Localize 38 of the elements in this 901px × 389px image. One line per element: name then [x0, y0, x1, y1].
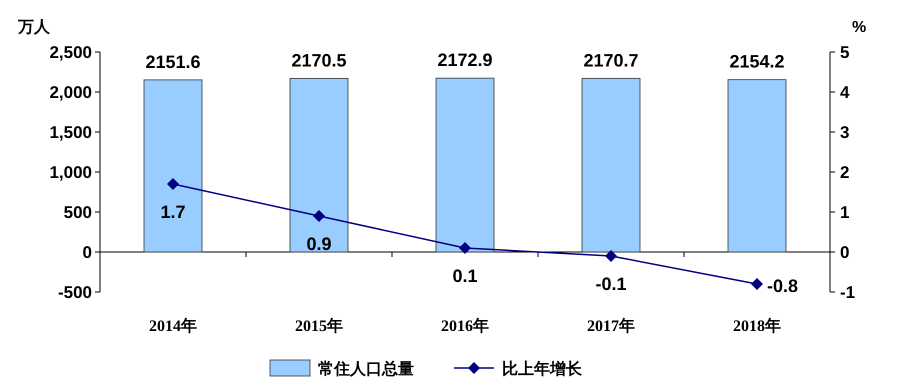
y2-axis-title: %: [852, 19, 866, 36]
y-tick-label: 500: [64, 203, 92, 222]
point: [459, 242, 471, 254]
x-tick-label: 2015年: [295, 317, 343, 335]
legend-label: 比上年增长: [502, 359, 583, 378]
y2-tick-label: 4: [840, 83, 850, 102]
y-axis-title: 万人: [17, 18, 51, 36]
y2-tick-label: 2: [840, 163, 850, 182]
point: [167, 178, 179, 190]
data-label: -0.8: [767, 276, 798, 296]
data-label: 2170.7: [583, 50, 639, 70]
y2-tick-label: 0: [840, 243, 850, 262]
data-label: 0.1: [452, 266, 478, 286]
data-label: 2151.6: [145, 52, 201, 72]
data-label: 1.7: [160, 202, 186, 222]
y-tick-label: 2,500: [49, 43, 92, 62]
y2-tick-label: 5: [840, 43, 850, 62]
y-tick-label: 1,000: [49, 163, 92, 182]
x-tick-label: 2017年: [587, 317, 635, 335]
y2-tick-label: 3: [840, 123, 850, 142]
x-tick-label: 2014年: [149, 317, 197, 335]
point: [751, 278, 763, 290]
point: [313, 210, 325, 222]
y2-tick-label: -1: [840, 283, 856, 302]
data-label: 2172.9: [437, 50, 493, 70]
legend-label: 常住人口总量: [318, 359, 414, 378]
data-label: -0.1: [595, 274, 627, 294]
data-label: 2154.2: [729, 52, 785, 72]
x-tick-label: 2018年: [733, 317, 781, 335]
x-tick-label: 2016年: [441, 317, 489, 335]
y-tick-label: 0: [82, 243, 92, 262]
y2-tick-label: 1: [840, 203, 850, 222]
y-tick-label: 1,500: [49, 123, 92, 142]
data-label: 2170.5: [291, 50, 347, 70]
data-label: 0.9: [306, 234, 332, 254]
point: [605, 250, 617, 262]
y-tick-label: -500: [58, 283, 92, 302]
y-tick-label: 2,000: [49, 83, 92, 102]
